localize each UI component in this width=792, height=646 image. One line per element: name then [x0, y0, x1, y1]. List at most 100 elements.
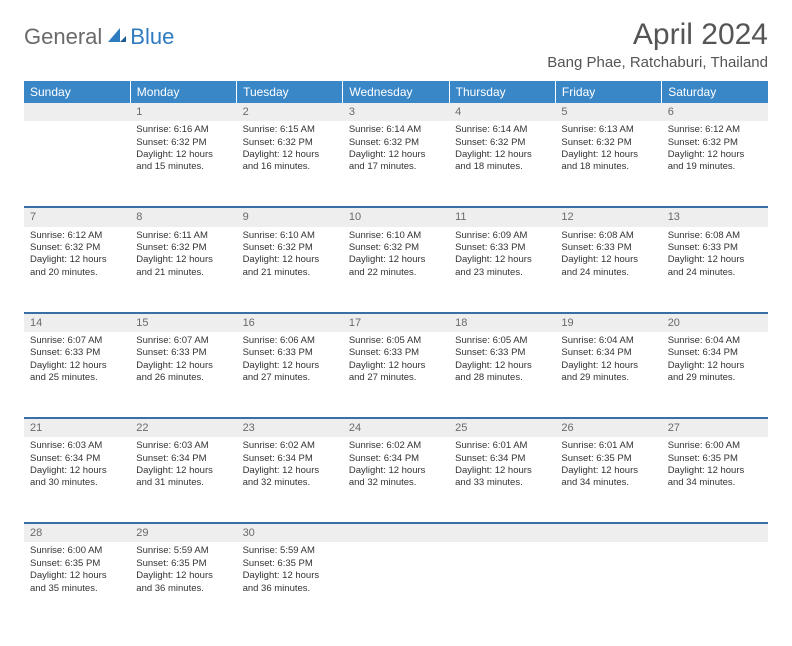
sunrise-line: Sunrise: 6:16 AM	[136, 124, 230, 136]
sunset-line: Sunset: 6:34 PM	[349, 453, 443, 465]
daylight-line: Daylight: 12 hours and 25 minutes.	[30, 360, 124, 385]
day-body-row: Sunrise: 6:16 AMSunset: 6:32 PMDaylight:…	[24, 121, 768, 207]
sunrise-line: Sunrise: 6:09 AM	[455, 230, 549, 242]
daylight-line: Daylight: 12 hours and 15 minutes.	[136, 149, 230, 174]
day-cell: Sunrise: 6:12 AMSunset: 6:32 PMDaylight:…	[662, 121, 768, 207]
daylight-line: Daylight: 12 hours and 17 minutes.	[349, 149, 443, 174]
sunrise-line: Sunrise: 6:11 AM	[136, 230, 230, 242]
daylight-line: Daylight: 12 hours and 22 minutes.	[349, 254, 443, 279]
day-number-cell: 19	[555, 313, 661, 332]
day-header-row: Sunday Monday Tuesday Wednesday Thursday…	[24, 81, 768, 103]
sunrise-line: Sunrise: 6:00 AM	[30, 545, 124, 557]
day-cell	[449, 542, 555, 628]
sunset-line: Sunset: 6:35 PM	[243, 558, 337, 570]
sunrise-line: Sunrise: 5:59 AM	[243, 545, 337, 557]
sunrise-line: Sunrise: 6:03 AM	[30, 440, 124, 452]
daylight-line: Daylight: 12 hours and 32 minutes.	[243, 465, 337, 490]
day-cell: Sunrise: 6:15 AMSunset: 6:32 PMDaylight:…	[237, 121, 343, 207]
day-number-row: 123456	[24, 103, 768, 121]
day-number-cell: 6	[662, 103, 768, 121]
header: General Blue April 2024 Bang Phae, Ratch…	[24, 18, 768, 71]
day-cell	[662, 542, 768, 628]
daylight-line: Daylight: 12 hours and 26 minutes.	[136, 360, 230, 385]
sunrise-line: Sunrise: 6:05 AM	[455, 335, 549, 347]
day-number-cell: 3	[343, 103, 449, 121]
sunset-line: Sunset: 6:34 PM	[668, 347, 762, 359]
day-number-cell: 11	[449, 207, 555, 226]
sunset-line: Sunset: 6:32 PM	[136, 242, 230, 254]
day-cell	[555, 542, 661, 628]
sunrise-line: Sunrise: 6:01 AM	[455, 440, 549, 452]
day-number-cell: 27	[662, 418, 768, 437]
daylight-line: Daylight: 12 hours and 19 minutes.	[668, 149, 762, 174]
day-header: Friday	[555, 81, 661, 103]
sunrise-line: Sunrise: 6:14 AM	[455, 124, 549, 136]
day-number-cell: 28	[24, 523, 130, 542]
sunrise-line: Sunrise: 6:14 AM	[349, 124, 443, 136]
daylight-line: Daylight: 12 hours and 34 minutes.	[668, 465, 762, 490]
day-body-row: Sunrise: 6:03 AMSunset: 6:34 PMDaylight:…	[24, 437, 768, 523]
sunset-line: Sunset: 6:33 PM	[30, 347, 124, 359]
daylight-line: Daylight: 12 hours and 36 minutes.	[243, 570, 337, 595]
day-cell: Sunrise: 6:12 AMSunset: 6:32 PMDaylight:…	[24, 227, 130, 313]
day-cell: Sunrise: 6:05 AMSunset: 6:33 PMDaylight:…	[343, 332, 449, 418]
day-body-row: Sunrise: 6:07 AMSunset: 6:33 PMDaylight:…	[24, 332, 768, 418]
daylight-line: Daylight: 12 hours and 31 minutes.	[136, 465, 230, 490]
logo: General Blue	[24, 18, 174, 50]
day-cell: Sunrise: 5:59 AMSunset: 6:35 PMDaylight:…	[130, 542, 236, 628]
day-header: Sunday	[24, 81, 130, 103]
day-cell: Sunrise: 6:13 AMSunset: 6:32 PMDaylight:…	[555, 121, 661, 207]
day-number-cell: 5	[555, 103, 661, 121]
sunrise-line: Sunrise: 6:05 AM	[349, 335, 443, 347]
title-block: April 2024 Bang Phae, Ratchaburi, Thaila…	[547, 18, 768, 71]
sunrise-line: Sunrise: 6:02 AM	[243, 440, 337, 452]
day-number-cell: 21	[24, 418, 130, 437]
day-cell: Sunrise: 6:00 AMSunset: 6:35 PMDaylight:…	[24, 542, 130, 628]
sunrise-line: Sunrise: 6:03 AM	[136, 440, 230, 452]
sunset-line: Sunset: 6:32 PM	[243, 137, 337, 149]
day-number-cell: 8	[130, 207, 236, 226]
sunrise-line: Sunrise: 6:07 AM	[136, 335, 230, 347]
day-number-cell: 24	[343, 418, 449, 437]
sunrise-line: Sunrise: 6:10 AM	[349, 230, 443, 242]
daylight-line: Daylight: 12 hours and 32 minutes.	[349, 465, 443, 490]
day-cell: Sunrise: 6:01 AMSunset: 6:34 PMDaylight:…	[449, 437, 555, 523]
day-header: Tuesday	[237, 81, 343, 103]
daylight-line: Daylight: 12 hours and 29 minutes.	[561, 360, 655, 385]
day-number-row: 21222324252627	[24, 418, 768, 437]
day-number-cell: 9	[237, 207, 343, 226]
sunrise-line: Sunrise: 6:00 AM	[668, 440, 762, 452]
sunrise-line: Sunrise: 6:12 AM	[668, 124, 762, 136]
day-cell: Sunrise: 6:00 AMSunset: 6:35 PMDaylight:…	[662, 437, 768, 523]
daylight-line: Daylight: 12 hours and 24 minutes.	[668, 254, 762, 279]
day-cell	[343, 542, 449, 628]
day-cell: Sunrise: 6:08 AMSunset: 6:33 PMDaylight:…	[662, 227, 768, 313]
day-number-cell: 14	[24, 313, 130, 332]
day-number-row: 282930	[24, 523, 768, 542]
day-cell: Sunrise: 6:06 AMSunset: 6:33 PMDaylight:…	[237, 332, 343, 418]
sunrise-line: Sunrise: 6:01 AM	[561, 440, 655, 452]
day-cell	[24, 121, 130, 207]
day-number-cell: 10	[343, 207, 449, 226]
day-header: Monday	[130, 81, 236, 103]
day-cell: Sunrise: 6:05 AMSunset: 6:33 PMDaylight:…	[449, 332, 555, 418]
daylight-line: Daylight: 12 hours and 20 minutes.	[30, 254, 124, 279]
sunset-line: Sunset: 6:35 PM	[561, 453, 655, 465]
day-cell: Sunrise: 6:03 AMSunset: 6:34 PMDaylight:…	[130, 437, 236, 523]
day-cell: Sunrise: 6:02 AMSunset: 6:34 PMDaylight:…	[237, 437, 343, 523]
day-cell: Sunrise: 6:10 AMSunset: 6:32 PMDaylight:…	[237, 227, 343, 313]
sunset-line: Sunset: 6:33 PM	[136, 347, 230, 359]
sunset-line: Sunset: 6:32 PM	[668, 137, 762, 149]
sunset-line: Sunset: 6:34 PM	[30, 453, 124, 465]
day-cell: Sunrise: 6:14 AMSunset: 6:32 PMDaylight:…	[449, 121, 555, 207]
daylight-line: Daylight: 12 hours and 33 minutes.	[455, 465, 549, 490]
day-cell: Sunrise: 6:11 AMSunset: 6:32 PMDaylight:…	[130, 227, 236, 313]
day-cell: Sunrise: 6:14 AMSunset: 6:32 PMDaylight:…	[343, 121, 449, 207]
calendar-table: Sunday Monday Tuesday Wednesday Thursday…	[24, 81, 768, 628]
day-number-cell	[24, 103, 130, 121]
sunset-line: Sunset: 6:32 PM	[30, 242, 124, 254]
daylight-line: Daylight: 12 hours and 35 minutes.	[30, 570, 124, 595]
day-number-cell	[662, 523, 768, 542]
sunset-line: Sunset: 6:33 PM	[455, 347, 549, 359]
day-number-cell: 2	[237, 103, 343, 121]
